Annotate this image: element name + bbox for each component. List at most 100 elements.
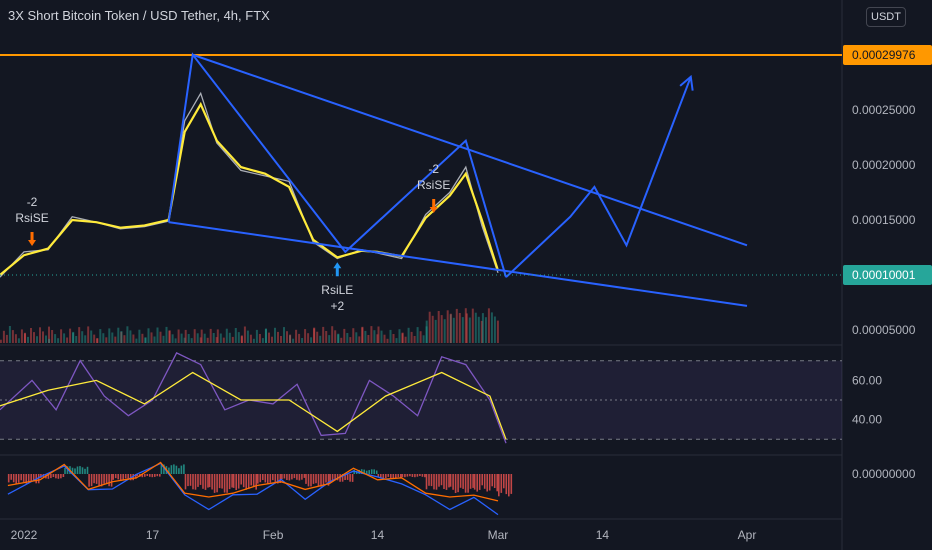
volume-bar: [458, 313, 461, 343]
volume-bar: [455, 308, 458, 343]
volume-bar: [72, 331, 75, 343]
volume-bar: [20, 329, 23, 343]
macd-hist-bar: [491, 474, 493, 487]
volume-bar: [334, 330, 337, 343]
volume-bar: [200, 329, 203, 343]
macd-hist-bar: [163, 464, 165, 474]
macd-hist-bar: [25, 474, 27, 484]
macd-hist-bar: [440, 474, 443, 486]
trendline-upper: [192, 53, 748, 247]
volume-bar: [280, 336, 282, 343]
volume-bar: [48, 326, 50, 343]
volume-bar: [425, 326, 428, 343]
macd-hist-bar: [469, 474, 472, 489]
macd-hist-bar: [159, 474, 161, 477]
volume-bar: [150, 332, 153, 343]
macd-hist-bar: [122, 474, 124, 480]
volume-bar: [93, 334, 96, 343]
macd-hist-bar: [454, 474, 457, 493]
volume-bar: [54, 334, 57, 343]
macd-hist-bar: [27, 474, 30, 484]
grid: [0, 0, 843, 550]
macd-hist-bar: [189, 474, 192, 486]
volume-bar: [212, 333, 215, 343]
macd-hist-bar: [346, 474, 349, 480]
macd-hist-bar: [312, 474, 315, 484]
volume-bar: [283, 327, 285, 343]
macd-hist-bar: [127, 474, 129, 480]
volume-bar: [474, 312, 477, 343]
macd-hist-bar: [373, 469, 375, 474]
volume-bar: [298, 333, 301, 343]
volume-bar: [325, 331, 328, 343]
currency-button[interactable]: USDT: [866, 7, 906, 27]
volume-bar: [355, 332, 358, 343]
macd-hist-bar: [430, 474, 433, 487]
volume-bar: [401, 333, 404, 343]
macd-hist-bar: [385, 474, 387, 479]
volume-bar: [14, 334, 17, 343]
volume-bar: [90, 330, 93, 343]
macd-hist-bar: [339, 474, 341, 482]
macd-hist-bar: [488, 474, 491, 491]
macd-hist-bar: [187, 474, 189, 487]
volume-bar: [471, 308, 474, 343]
macd-hist-bar: [404, 474, 406, 478]
time-tick-label: Feb: [263, 528, 284, 542]
macd-hist-bar: [98, 474, 100, 487]
macd-hist-bar: [245, 474, 247, 490]
macd-hist-bar: [377, 474, 380, 478]
macd-hist-bar: [223, 474, 226, 493]
macd-hist-bar: [112, 474, 114, 480]
macd-hist-bar: [204, 474, 207, 490]
trendline-lower: [168, 221, 748, 307]
volume-bar: [23, 333, 26, 343]
macd-hist-bar: [320, 474, 322, 487]
macd-hist-bar: [279, 474, 282, 483]
volume-bar: [292, 338, 295, 343]
volume-bar: [69, 328, 72, 343]
volume-bar: [153, 336, 156, 343]
macd-hist-bar: [202, 474, 204, 489]
macd-hist-bar: [424, 474, 426, 478]
volume-bar: [258, 334, 261, 343]
macd-hist-bar: [428, 474, 430, 486]
macd-hist-bar: [255, 474, 257, 490]
volume-bar: [159, 331, 162, 343]
macd-hist-bar: [173, 464, 175, 474]
macd-hist-bar: [457, 474, 459, 493]
volume-bar: [380, 330, 383, 343]
signal-qty: +2: [330, 299, 344, 313]
macd-hist-bar: [149, 474, 151, 477]
macd-hist-bar: [259, 474, 262, 483]
volume-bar: [39, 327, 41, 343]
macd-hist-bar: [170, 465, 173, 474]
volume-bar: [156, 327, 159, 343]
macd-hist-bar: [231, 474, 233, 488]
macd-hist-bar: [267, 474, 269, 484]
volume-bar: [5, 334, 8, 343]
volume-bar: [96, 338, 99, 343]
macd-hist-bar: [132, 474, 134, 481]
macd-hist-bar: [286, 474, 288, 480]
macd-hist-bar: [226, 474, 228, 493]
signals-layer: -2 RsiSE RsiLE +2 -2 RsiSE: [15, 162, 450, 313]
macd-hist-bar: [213, 474, 216, 493]
volume-bar: [464, 308, 467, 343]
macd-hist-bar: [351, 474, 354, 482]
volume-bar: [72, 332, 75, 343]
volume-bar: [27, 336, 29, 343]
projection-arrowhead: [679, 74, 694, 91]
volume-bar: [268, 332, 270, 343]
macd-hist-bar: [117, 474, 119, 480]
volume-bar: [352, 328, 355, 343]
macd-hist-bar: [433, 474, 435, 490]
volume-bar: [370, 326, 373, 343]
macd-hist-bar: [232, 474, 235, 488]
volume-bar: [193, 329, 196, 343]
volume-bar: [243, 326, 246, 343]
volume-bar: [60, 329, 63, 343]
macd-hist-bar: [390, 474, 392, 479]
macd-hist-bar: [119, 474, 122, 481]
